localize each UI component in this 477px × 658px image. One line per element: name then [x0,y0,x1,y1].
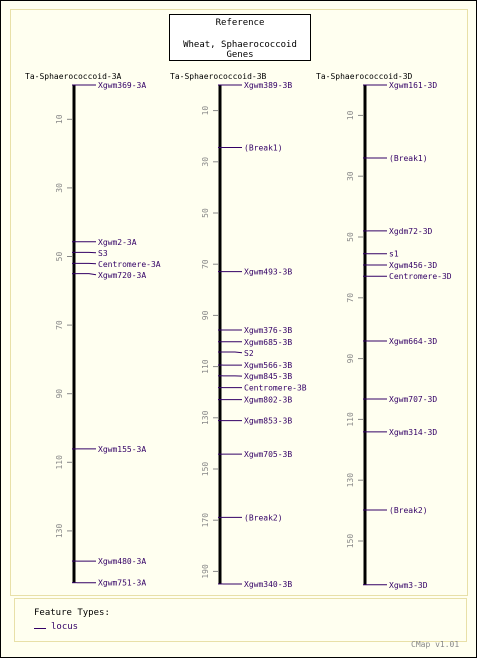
feature-label-xgwm493-3b[interactable]: Xgwm493-3B [244,268,292,277]
map-ta-sphaerococcoid-3b: Ta-Sphaerococcoid-3B 10 30 50 70 90 110 130 150 1… [170,72,307,589]
axis-tick-label: 170 [201,513,210,528]
axis-tick-label: 70 [201,259,210,269]
feature-label-break2[interactable]: (Break2) [389,506,428,515]
axis-tick-label: 50 [201,208,210,218]
feature-label-xgdm72-3d[interactable]: Xgdm72-3D [389,227,433,236]
feature-label-xgwm751-3a[interactable]: Xgwm751-3A [98,579,146,588]
feature-label-centromere-3a[interactable]: Centromere-3A [98,260,161,269]
map-title[interactable]: Ta-Sphaerococcoid-3D [316,72,413,81]
feature-label-xgwm720-3a[interactable]: Xgwm720-3A [98,271,146,280]
inner-frame [10,9,468,596]
legend-title: Feature Types: [34,608,110,618]
feature-label-xgwm802-3b[interactable]: Xgwm802-3B [244,396,292,405]
feature-connector [77,273,97,276]
axis-tick-label: 190 [201,564,210,579]
reference-box: Reference Wheat, Sphaerococcoid Genes [169,14,311,61]
axis-tick-label: 10 [346,110,355,120]
axis-tick-label: 70 [55,320,64,330]
axis-tick-label: 70 [346,293,355,303]
feature-label-break2[interactable]: (Break2) [244,513,283,522]
axis-tick-label: 150 [201,462,210,477]
axis-tick-label: 110 [55,455,64,470]
feature-label-xgwm664-3d[interactable]: Xgwm664-3D [389,337,437,346]
feature-label-centromere-3d[interactable]: Centromere-3D [389,272,452,281]
feature-label-xgwm845-3b[interactable]: Xgwm845-3B [244,372,292,381]
axis-tick-label: 10 [55,114,64,124]
axis-tick-label: 150 [346,534,355,549]
axis-tick-label: 90 [201,310,210,320]
reference-title: Reference [215,18,265,28]
feature-label-break1[interactable]: (Break1) [389,154,428,163]
feature-label-s2[interactable]: S2 [244,349,254,358]
feature-label-xgwm340-3b[interactable]: Xgwm340-3B [244,580,292,589]
feature-label-xgwm2-3a[interactable]: Xgwm2-3A [98,238,137,247]
axis-tick-label: 110 [201,359,210,374]
maps-layer: Ta-Sphaerococcoid-3A 10 30 50 70 90 110 130 Xgwm… [25,72,452,590]
reference-subtitle: Wheat, Sphaerococcoid Genes [183,40,297,60]
cmap-version: CMap v1.01 [411,640,460,649]
axis-tick-label: 130 [201,410,210,425]
axis-tick-label: 30 [346,171,355,181]
feature-label-centromere-3b[interactable]: Centromere-3B [244,384,307,393]
feature-label-xgwm376-3b[interactable]: Xgwm376-3B [244,326,292,335]
feature-label-xgwm155-3a[interactable]: Xgwm155-3A [98,445,146,454]
feature-label-xgwm853-3b[interactable]: Xgwm853-3B [244,417,292,426]
feature-label-break1[interactable]: (Break1) [244,143,283,152]
axis-tick-label: 30 [201,157,210,167]
map-title[interactable]: Ta-Sphaerococcoid-3B [170,72,267,81]
map-ta-sphaerococcoid-3a: Ta-Sphaerococcoid-3A 10 30 50 70 90 110 130 Xgwm… [25,72,161,588]
feature-label-xgwm707-3d[interactable]: Xgwm707-3D [389,395,437,404]
feature-label-xgwm566-3b[interactable]: Xgwm566-3B [244,361,292,370]
map-ta-sphaerococcoid-3d: Ta-Sphaerococcoid-3D 10 30 50 70 90 110 130 150 X… [316,72,452,590]
axis-tick-label: 90 [346,354,355,364]
feature-label-xgwm3-3d[interactable]: Xgwm3-3D [389,581,428,590]
feature-connector [223,351,243,354]
axis-tick-label: 50 [346,232,355,242]
feature-label-xgwm389-3b[interactable]: Xgwm389-3B [244,81,292,90]
feature-label-xgwm369-3a[interactable]: Xgwm369-3A [98,81,146,90]
axis-tick-label: 50 [55,252,64,262]
feature-label-s3[interactable]: S3 [98,249,108,258]
axis-tick-label: 90 [55,389,64,399]
axis-tick-label: 130 [346,473,355,488]
axis-tick-label: 130 [55,523,64,538]
feature-label-xgwm685-3b[interactable]: Xgwm685-3B [244,338,292,347]
locus-swatch [34,628,46,629]
axis-tick-label: 110 [346,412,355,427]
feature-types-legend: Feature Types: locus [14,598,467,642]
legend-item-locus[interactable]: locus [51,622,79,632]
feature-label-s1[interactable]: s1 [389,250,399,259]
feature-label-xgwm480-3a[interactable]: Xgwm480-3A [98,557,146,566]
feature-label-xgwm456-3d[interactable]: Xgwm456-3D [389,261,437,270]
feature-label-xgwm161-3d[interactable]: Xgwm161-3D [389,81,437,90]
feature-label-xgwm314-3d[interactable]: Xgwm314-3D [389,428,437,437]
map-title[interactable]: Ta-Sphaerococcoid-3A [25,72,122,81]
axis-tick-label: 30 [55,183,64,193]
axis-tick-label: 10 [201,106,210,116]
feature-label-xgwm705-3b[interactable]: Xgwm705-3B [244,450,292,459]
